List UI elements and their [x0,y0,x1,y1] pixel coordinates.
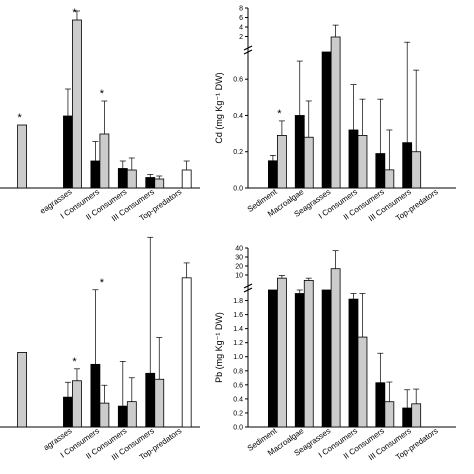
bar-seagrasses-s0 [63,396,73,428]
bar-i-consumers-s1 [357,135,368,189]
bar-iii-consumers-s0 [145,177,156,189]
y-tick-label: 1.2 [233,340,243,347]
bar-iii-consumers-s0 [145,372,156,428]
y-tick-label: 1.6 [233,312,243,319]
significance-star: * [17,112,22,124]
y-tick-label: 0.2 [233,149,243,156]
bar-seagrasses-s0 [63,115,73,189]
y-tick-label: 10 [235,273,243,280]
significance-star: * [100,277,105,289]
bar-i-consumers-s0 [348,298,359,428]
y-tick-label: 0.4 [233,396,243,403]
bar-sediment-s1 [17,124,28,189]
y-tick-label: 4 [239,25,243,32]
y-axis-label: Pb (mg Kg⁻¹ DW) [214,312,224,383]
significance-star: * [277,108,282,120]
y-tick-label: 0.4 [233,113,243,120]
bar-macroalgae-s0 [294,293,305,428]
bar-i-consumers-s0 [348,129,359,189]
bar-iii-consumers-s1 [154,378,165,428]
bar-ii-consumers-s0 [117,405,128,428]
bar-seagrasses-s1 [330,268,341,428]
bar-ii-consumers-s1 [126,169,137,189]
bar-ii-consumers-s0 [117,168,128,189]
bar-i-consumers-s1 [99,402,110,428]
bar-i-consumers-s0 [90,160,101,189]
bar-i-consumers-s1 [357,336,368,428]
y-tick-label: 0.0 [233,425,243,432]
bar-sediment-s0 [267,289,278,428]
bar-top-predators-s1 [181,169,192,189]
y-tick-label: 2 [239,34,243,41]
significance-star: * [72,356,77,368]
y-tick-label: 0.6 [233,382,243,389]
y-tick-label: 0.0 [233,186,243,193]
y-tick-label: 1.4 [233,326,243,333]
bar-ii-consumers-s1 [126,401,137,428]
bar-i-consumers-s1 [99,133,110,189]
axis-break [243,49,253,55]
bar-iii-consumers-s1 [411,403,422,428]
bar-seagrasses-s0 [321,51,332,189]
bar-sediment-s0 [267,160,278,189]
y-axis-label: Cd (mg Kg⁻¹ DW) [214,72,224,143]
y-tick-label: 6 [239,15,243,22]
bar-seagrasses-s0 [321,289,332,428]
y-tick-label: 1.8 [233,298,243,305]
bar-i-consumers-s0 [90,363,101,428]
bar-iii-consumers-s1 [411,151,422,189]
y-tick-label: 0.8 [233,368,243,375]
bar-iii-consumers-s0 [402,407,413,428]
bar-sediment-s1 [276,135,287,189]
bar-macroalgae-s1 [303,136,314,189]
bar-ii-consumers-s1 [384,401,395,428]
panel-br: 0.0 0.2 0.4 0.6 0.8 1.0 1.2 1.4 1.6 1.8 10 20 30 40 Pb… [214,246,456,462]
bar-seagrasses-s1 [330,36,341,189]
y-tick-label: 1.0 [233,354,243,361]
bar-ii-consumers-s1 [384,169,395,189]
y-tick-label: 0.6 [233,77,243,84]
bar-ii-consumers-s0 [375,382,386,428]
bar-macroalgae-s0 [294,115,305,189]
significance-star: * [72,7,77,19]
y-tick-label: 30 [235,255,243,262]
bar-sediment-s1 [17,352,28,428]
bar-ii-consumers-s0 [375,153,386,189]
axis-break [243,283,253,289]
significance-star: * [100,88,105,100]
bar-sediment-s1 [276,277,287,428]
bar-macroalgae-s1 [303,279,314,428]
y-tick-label: 0.2 [233,410,243,417]
axis-break [243,45,253,51]
bar-seagrasses-s1 [72,380,82,428]
bar-top-predators-s1 [181,277,192,428]
bar-iii-consumers-s0 [402,142,413,189]
y-tick-label: 20 [235,264,243,271]
y-tick-label: 40 [235,246,243,253]
axis-break [243,287,253,293]
bar-iii-consumers-s1 [154,178,165,189]
y-tick-label: 8 [239,6,243,13]
bar-seagrasses-s1 [72,19,82,189]
